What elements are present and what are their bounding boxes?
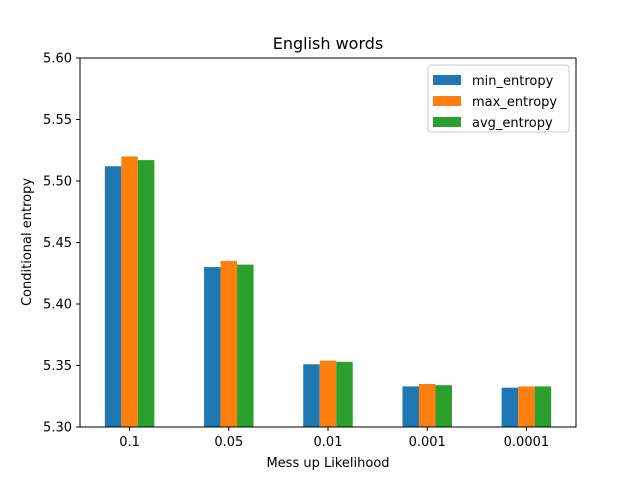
bar-min_entropy-0.01 [303,364,320,427]
legend: min_entropy max_entropy avg_entropy [427,64,570,133]
y-tick-label: 5.35 [43,359,72,374]
legend-swatch-min_entropy [433,75,461,85]
legend-swatch-avg_entropy [433,117,461,127]
y-axis-label: Conditional entropy [20,178,35,306]
bar-max_entropy-0.01 [319,360,337,427]
bar-avg_entropy-0.05 [237,264,254,427]
bar-max_entropy-0.05 [220,260,238,427]
chart-title: English words [273,34,384,53]
bar-min_entropy-0.05 [204,267,221,427]
bar-min_entropy-0.001 [402,386,419,427]
y-tick-label: 5.50 [43,175,72,190]
axes-group: 0.1 0.05 0.01 0.001 0.0001 5.30 5.35 5.40 5.45 5.… [43,52,577,450]
bar-min_entropy-0.0001 [501,387,519,427]
bar-min_entropy-0.1 [104,166,122,428]
x-axis-label: Mess up Likelihood [266,456,389,471]
y-tick-label: 5.60 [43,52,72,67]
bar-avg_entropy-0.0001 [534,386,552,427]
legend-label-max_entropy: max_entropy [472,95,557,110]
legend-label-avg_entropy: avg_entropy [472,116,553,131]
y-tick-label: 5.40 [43,298,72,313]
bar-max_entropy-0.1 [121,156,138,427]
bars-group [104,156,552,428]
y-tick-label: 5.30 [43,421,72,436]
legend-label-min_entropy: min_entropy [472,74,554,89]
x-tick-label: 0.1 [119,435,140,450]
x-tick-label: 0.001 [409,435,446,450]
bar-max_entropy-0.0001 [518,386,535,427]
x-tick-label: 0.0001 [504,435,550,450]
bar-avg_entropy-0.001 [435,385,452,427]
y-tick-label: 5.55 [43,113,72,128]
bar-avg_entropy-0.01 [336,361,353,427]
x-tick-label: 0.01 [314,435,343,450]
bar-avg_entropy-0.1 [137,160,155,427]
bar-max_entropy-0.001 [418,383,436,427]
y-tick-label: 5.45 [43,236,72,251]
x-tick-label: 0.05 [214,435,243,450]
legend-swatch-max_entropy [433,96,461,106]
legend-box [427,64,570,133]
